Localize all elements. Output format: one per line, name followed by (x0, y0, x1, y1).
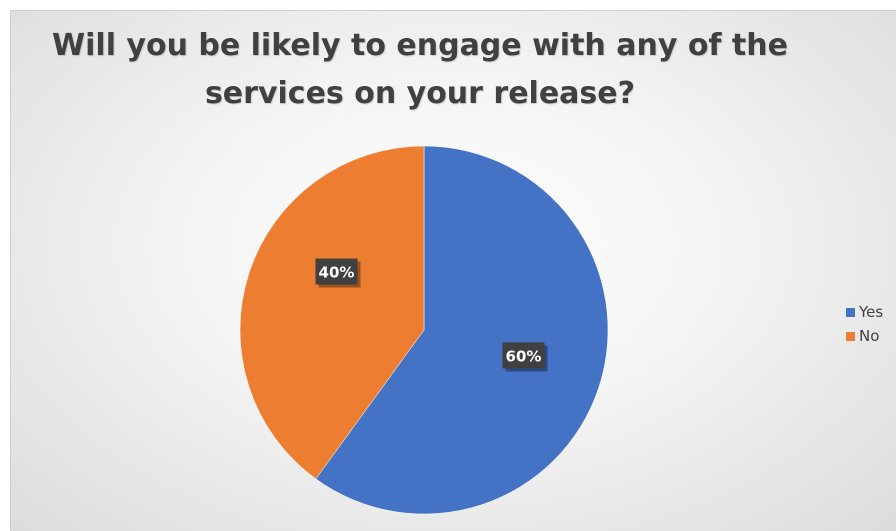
legend-label-no: No (859, 327, 880, 345)
pie-slice-no (239, 145, 425, 480)
pie-slice-yes (315, 145, 609, 515)
data-label-text: 40% (319, 264, 355, 282)
data-label-box (502, 342, 545, 369)
data-label-box (315, 258, 358, 285)
chart-title: Will you be likely to engage with any of… (0, 22, 840, 118)
chart-title-line-2: services on your release? (204, 76, 636, 111)
data-label-text: 60% (506, 347, 542, 365)
legend-item-yes: Yes (846, 300, 883, 324)
legend-swatch-yes (846, 307, 855, 317)
legend-label-yes: Yes (859, 303, 884, 321)
legend: Yes No (846, 300, 883, 348)
data-label-yes: 60% (502, 342, 548, 372)
legend-swatch-no (846, 331, 855, 341)
data-label-no: 40% (315, 258, 361, 288)
legend-item-no: No (846, 324, 883, 348)
chart-title-line-1: Will you be likely to engage with any of… (52, 28, 788, 63)
